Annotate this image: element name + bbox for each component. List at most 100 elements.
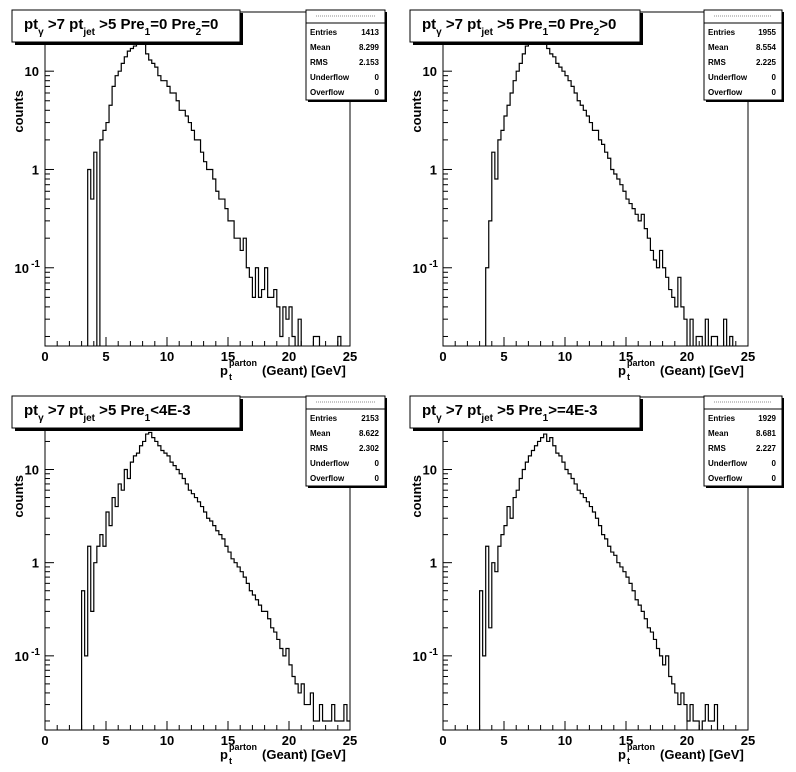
- stats-value: 0: [375, 88, 380, 97]
- stats-label: Entries: [310, 28, 338, 37]
- stats-box: [305, 395, 386, 487]
- title-box: [11, 9, 241, 43]
- title-box: [409, 395, 641, 429]
- x-tick-label: 10: [558, 733, 572, 748]
- stats-value: 0: [772, 459, 777, 468]
- stats-label: Mean: [708, 429, 729, 438]
- stats-label: RMS: [708, 58, 726, 67]
- x-tick-label: 15: [619, 733, 633, 748]
- stats-value: 8.554: [756, 43, 777, 52]
- stats-box: [703, 395, 783, 487]
- x-tick-label: 15: [221, 733, 235, 748]
- x-axis-label-sub: t: [229, 756, 232, 766]
- stats-label: Mean: [310, 429, 331, 438]
- stats-label: Underflow: [708, 73, 748, 82]
- stats-value: 2.227: [756, 444, 777, 453]
- chart-title: ptγ >7 ptjet >5 Pre1=0 Pre2>0: [422, 16, 616, 38]
- y-tick-exponent: -1: [31, 259, 40, 270]
- stats-value: 8.622: [359, 429, 380, 438]
- stats-value: 2153: [361, 414, 379, 423]
- y-tick-label: 10: [25, 64, 39, 79]
- x-tick-label: 5: [102, 733, 109, 748]
- x-tick-label: 20: [680, 349, 694, 364]
- y-tick-label: 10: [15, 261, 29, 276]
- y-tick-label: 10: [15, 649, 29, 664]
- y-axis-label: counts: [11, 90, 26, 133]
- stats-label: Overflow: [708, 474, 743, 483]
- x-axis-label-rest: (Geant) [GeV]: [262, 747, 346, 762]
- y-axis-label: counts: [409, 475, 424, 518]
- stats-value: 1413: [361, 28, 379, 37]
- x-tick-label: 20: [680, 733, 694, 748]
- stats-label: Entries: [310, 414, 338, 423]
- x-tick-label: 0: [439, 733, 446, 748]
- stats-value: 0: [375, 73, 380, 82]
- stats-label: Underflow: [310, 73, 350, 82]
- stats-label: Mean: [708, 43, 729, 52]
- x-axis-label-rest: (Geant) [GeV]: [660, 363, 744, 378]
- stats-label: Mean: [310, 43, 331, 52]
- stats-box: [305, 9, 386, 101]
- y-tick-label: 1: [32, 556, 39, 571]
- stats-value: 0: [375, 459, 380, 468]
- x-tick-label: 5: [102, 349, 109, 364]
- stats-box: [703, 9, 783, 101]
- chart-title: ptγ >7 ptjet >5 Pre1<4E-3: [24, 402, 191, 424]
- stats-value: 2.302: [359, 444, 380, 453]
- x-axis-label-sub: t: [627, 756, 630, 766]
- x-tick-label: 10: [160, 733, 174, 748]
- x-axis-label-sup: parton: [229, 358, 257, 368]
- x-axis-label-rest: (Geant) [GeV]: [262, 363, 346, 378]
- y-tick-label: 1: [32, 162, 39, 177]
- stats-label: RMS: [708, 444, 726, 453]
- y-axis-label: counts: [409, 90, 424, 133]
- y-tick-exponent: -1: [429, 259, 438, 270]
- stats-value: 0: [772, 474, 777, 483]
- y-tick-label: 1: [430, 162, 437, 177]
- x-tick-label: 5: [500, 349, 507, 364]
- x-axis-label: p: [618, 747, 626, 762]
- x-tick-label: 0: [41, 349, 48, 364]
- stats-label: Entries: [708, 414, 736, 423]
- x-axis-label: p: [220, 363, 228, 378]
- stats-label: Overflow: [310, 88, 345, 97]
- y-tick-exponent: -1: [31, 647, 40, 658]
- x-tick-label: 0: [439, 349, 446, 364]
- y-tick-label: 10: [413, 649, 427, 664]
- stats-label: Underflow: [310, 459, 350, 468]
- x-tick-label: 15: [619, 349, 633, 364]
- x-axis-label: p: [618, 363, 626, 378]
- x-tick-label: 25: [343, 349, 357, 364]
- y-tick-label: 10: [423, 64, 437, 79]
- x-axis-label-sup: parton: [229, 742, 257, 752]
- stats-label: RMS: [310, 444, 328, 453]
- y-tick-label: 1: [430, 556, 437, 571]
- y-axis-label: counts: [11, 475, 26, 518]
- chart-title: ptγ >7 ptjet >5 Pre1=0 Pre2=0: [24, 16, 218, 38]
- x-axis-label-rest: (Geant) [GeV]: [660, 747, 744, 762]
- stats-value: 8.681: [756, 429, 777, 438]
- stats-value: 1955: [758, 28, 776, 37]
- stats-value: 0: [772, 73, 777, 82]
- title-box: [409, 9, 641, 43]
- x-tick-label: 25: [741, 349, 755, 364]
- y-tick-exponent: -1: [429, 647, 438, 658]
- x-tick-label: 5: [500, 733, 507, 748]
- stats-label: Entries: [708, 28, 736, 37]
- stats-value: 2.225: [756, 58, 777, 67]
- x-axis-label-sub: t: [627, 372, 630, 382]
- x-axis-label: p: [220, 747, 228, 762]
- stats-value: 0: [375, 474, 380, 483]
- histogram-series: [485, 26, 734, 346]
- x-tick-label: 20: [282, 733, 296, 748]
- plot-frame: [442, 11, 749, 347]
- x-tick-label: 10: [160, 349, 174, 364]
- y-tick-label: 10: [413, 261, 427, 276]
- histogram-series: [479, 433, 719, 730]
- stats-label: RMS: [310, 58, 328, 67]
